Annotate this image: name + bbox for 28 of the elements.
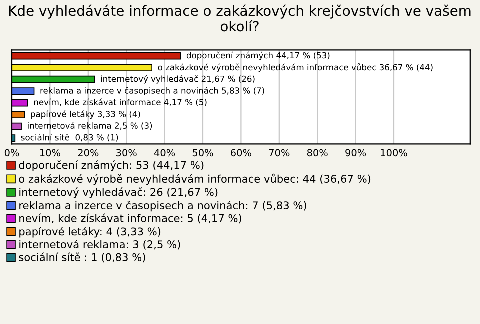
x-tick-label: 100% <box>381 149 408 157</box>
x-tick-label: 60% <box>231 149 252 157</box>
chart-title: Kde vyhledáváte informace o zakázkových krejčovstvích ve vašem okolí? <box>9 4 471 32</box>
x-tick-label: 30% <box>116 149 137 157</box>
data-label: papírové letáky 3,33 % (4) <box>31 110 140 120</box>
data-label: nevím, kde získávat informace 4,17 % (5) <box>34 98 207 106</box>
data-label: o zakázkové výrobě nevyhledávám informace vůbec 36,67 % (44) <box>158 63 433 72</box>
x-tick-label: 20% <box>78 149 99 157</box>
legend-label: sociální sítě : 1 (0,83 %) <box>19 252 146 263</box>
legend-label: nevím, kde získávat informace: 5 (4,17 %) <box>20 214 242 224</box>
data-label: doporučení známých 44,17 % (53) <box>186 52 330 60</box>
data-label: internetová reklama 2,5 % (3) <box>28 122 152 130</box>
data-label: reklama a inzerce v časopisech a novinách 5,83 % (7) <box>40 87 264 96</box>
legend-label: doporučení známých: 53 (44,17 %) <box>19 160 204 172</box>
data-label: sociální sítě 0,83 % (1) <box>21 134 118 142</box>
legend-label: internetová reklama: 3 (2,5 %) <box>20 240 180 250</box>
x-tick-label: 50% <box>192 149 214 157</box>
x-tick-label: 0% <box>4 149 20 157</box>
legend-label: o zakázkové výrobě nevyhledávám informace vůbec: 44 (36,67 %) <box>19 174 371 186</box>
data-label: internetový vyhledávač 21,67 % (26) <box>101 75 255 84</box>
x-tick-label: 40% <box>154 149 176 157</box>
x-tick-label: 90% <box>346 149 366 157</box>
x-tick-label: 70% <box>269 149 290 157</box>
legend-label: internetový vyhledávač: 26 (21,67 %) <box>20 188 218 198</box>
legend-label: reklama a inzerce v časopisech a novinách: 7 (5,83 %) <box>20 200 306 212</box>
x-tick-label: 80% <box>307 149 328 157</box>
x-tick-label: 10% <box>40 149 60 157</box>
legend-label: papírové letáky: 4 (3,33 %) <box>20 227 161 238</box>
